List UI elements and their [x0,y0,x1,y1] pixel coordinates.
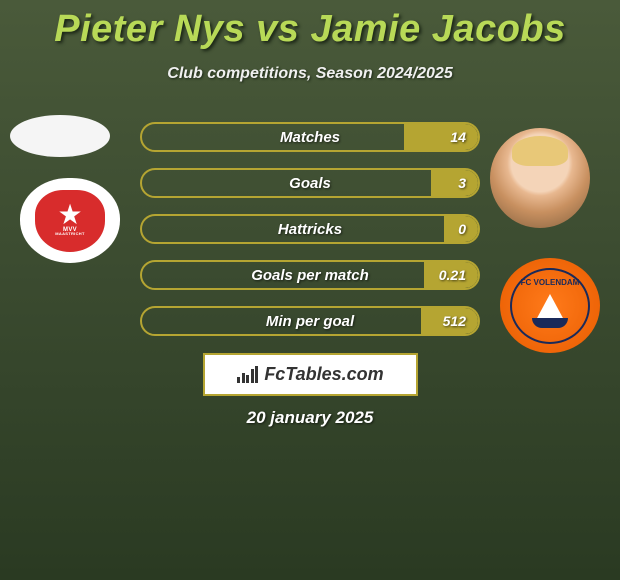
stat-value: 14 [450,129,466,145]
stat-label: Hattricks [142,221,478,238]
stat-value: 0 [458,221,466,237]
player-right-avatar [490,128,590,228]
brand-text: FcTables.com [264,364,383,385]
star-icon: ★ [57,201,82,229]
stat-row: Goals3 [140,168,480,198]
stat-value: 0.21 [439,267,466,283]
sail-icon [536,294,564,320]
page-title: Pieter Nys vs Jamie Jacobs [0,0,620,51]
stat-label: Goals per match [142,267,478,284]
badge-right-text: FC VOLENDAM [521,278,580,287]
player-left-avatar [10,115,110,157]
chart-icon [237,366,258,383]
stat-value: 3 [458,175,466,191]
boat-icon [532,318,568,328]
stat-row: Hattricks0 [140,214,480,244]
club-badge-right: FC VOLENDAM [500,258,600,353]
stat-label: Min per goal [142,313,478,330]
subtitle: Club competitions, Season 2024/2025 [0,65,620,83]
stats-container: Matches14 Goals3 Hattricks0 Goals per match… [140,122,480,352]
badge-left-sub: MAASTRICHT [55,231,84,236]
stat-value: 512 [443,313,466,329]
stat-label: Goals [142,175,478,192]
stat-label: Matches [142,129,478,146]
date-text: 20 january 2025 [0,408,620,428]
brand-box[interactable]: FcTables.com [203,353,418,396]
stat-row: Matches14 [140,122,480,152]
stat-row: Goals per match0.21 [140,260,480,290]
stat-row: Min per goal512 [140,306,480,336]
club-badge-left: ★ MVV MAASTRICHT [20,178,120,263]
